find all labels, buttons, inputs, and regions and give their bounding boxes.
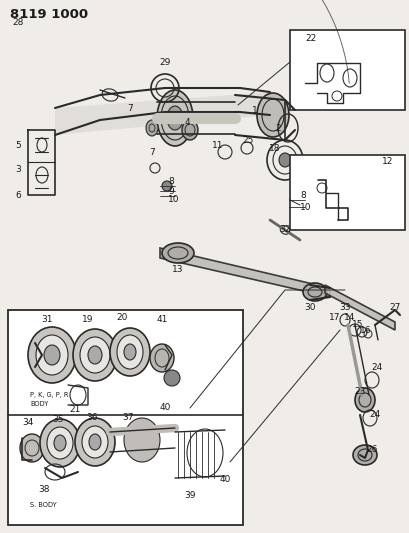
Text: 34: 34: [22, 418, 34, 427]
Ellipse shape: [124, 344, 136, 360]
Text: 35: 35: [52, 416, 63, 424]
Ellipse shape: [20, 434, 44, 462]
Text: 23: 23: [353, 387, 365, 397]
Text: 3: 3: [15, 166, 21, 174]
Text: 8: 8: [299, 191, 305, 200]
Text: 15: 15: [351, 320, 363, 329]
Ellipse shape: [182, 120, 198, 140]
Text: 13: 13: [172, 265, 183, 274]
Ellipse shape: [146, 120, 157, 136]
Text: S. BODY: S. BODY: [30, 502, 56, 508]
Ellipse shape: [166, 106, 182, 130]
Text: 20: 20: [116, 313, 127, 322]
Text: 40: 40: [219, 475, 230, 484]
Ellipse shape: [289, 195, 299, 205]
Polygon shape: [324, 285, 394, 330]
Ellipse shape: [157, 90, 193, 146]
Ellipse shape: [150, 344, 173, 372]
Text: P, K, G, P, R: P, K, G, P, R: [30, 392, 68, 398]
Ellipse shape: [54, 435, 66, 451]
Ellipse shape: [302, 283, 326, 301]
Ellipse shape: [36, 335, 68, 375]
Text: 8: 8: [168, 177, 173, 187]
Text: 24: 24: [369, 410, 380, 419]
Ellipse shape: [75, 418, 115, 466]
Text: 37: 37: [122, 414, 133, 423]
Text: 9: 9: [168, 187, 173, 196]
Text: 26: 26: [365, 446, 377, 455]
Text: 33: 33: [338, 303, 350, 312]
Text: 39: 39: [184, 491, 195, 500]
Text: 16: 16: [360, 327, 371, 335]
Ellipse shape: [28, 327, 76, 383]
Text: 12: 12: [381, 157, 392, 166]
Ellipse shape: [80, 337, 110, 373]
Text: 8119 1000: 8119 1000: [10, 7, 88, 20]
Text: 22: 22: [304, 34, 315, 43]
Text: 36: 36: [86, 414, 97, 423]
Ellipse shape: [124, 418, 160, 462]
Ellipse shape: [40, 419, 80, 467]
Text: 17: 17: [328, 313, 340, 322]
Text: 2: 2: [274, 124, 280, 133]
Text: 28: 28: [12, 18, 23, 27]
Text: 29: 29: [159, 58, 170, 67]
Ellipse shape: [164, 370, 180, 386]
Text: 7: 7: [127, 103, 133, 112]
Text: 25: 25: [242, 135, 253, 144]
Text: 10: 10: [299, 204, 311, 213]
Text: 1: 1: [252, 106, 257, 115]
Text: 18: 18: [269, 143, 280, 152]
Ellipse shape: [278, 153, 290, 167]
Ellipse shape: [47, 427, 73, 459]
Text: 38: 38: [38, 486, 49, 495]
Text: 41: 41: [156, 316, 167, 325]
Text: 19: 19: [82, 316, 94, 325]
Text: 5: 5: [15, 141, 21, 149]
Ellipse shape: [162, 243, 193, 263]
Ellipse shape: [44, 345, 60, 365]
Ellipse shape: [352, 445, 376, 465]
Ellipse shape: [110, 328, 150, 376]
Ellipse shape: [162, 181, 172, 191]
Text: 6: 6: [15, 190, 21, 199]
Bar: [8, 310, 243, 525]
Text: 11: 11: [212, 141, 223, 149]
Text: 30: 30: [303, 303, 315, 312]
Text: 7: 7: [149, 148, 155, 157]
Polygon shape: [55, 92, 270, 135]
Text: 21: 21: [69, 406, 81, 415]
Ellipse shape: [88, 346, 102, 364]
Text: 4: 4: [184, 117, 189, 126]
Polygon shape: [160, 248, 329, 297]
Ellipse shape: [82, 426, 108, 458]
Text: 24: 24: [371, 364, 382, 373]
Ellipse shape: [73, 329, 117, 381]
Ellipse shape: [117, 335, 143, 369]
Text: 40: 40: [159, 403, 170, 413]
Ellipse shape: [89, 434, 101, 450]
Bar: [289, 155, 404, 230]
Text: 10: 10: [168, 196, 179, 205]
Ellipse shape: [354, 388, 374, 412]
Text: 14: 14: [344, 313, 355, 322]
Text: 32: 32: [279, 225, 290, 235]
Bar: [289, 30, 404, 110]
Text: BODY: BODY: [30, 401, 48, 407]
Ellipse shape: [256, 93, 288, 137]
Text: 27: 27: [389, 303, 400, 312]
Text: 31: 31: [41, 316, 53, 325]
